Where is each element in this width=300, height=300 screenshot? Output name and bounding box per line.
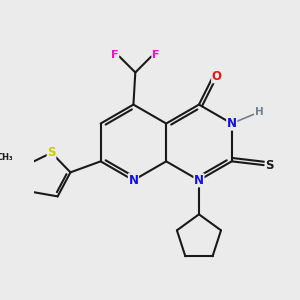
Text: O: O — [212, 70, 222, 83]
Text: N: N — [128, 174, 138, 187]
Text: N: N — [194, 174, 204, 187]
Text: F: F — [111, 50, 118, 60]
Text: S: S — [265, 159, 274, 172]
Text: H: H — [255, 107, 263, 117]
Text: S: S — [47, 146, 56, 159]
Text: CH₃: CH₃ — [0, 153, 14, 162]
Text: N: N — [227, 117, 237, 130]
Text: F: F — [152, 50, 160, 60]
